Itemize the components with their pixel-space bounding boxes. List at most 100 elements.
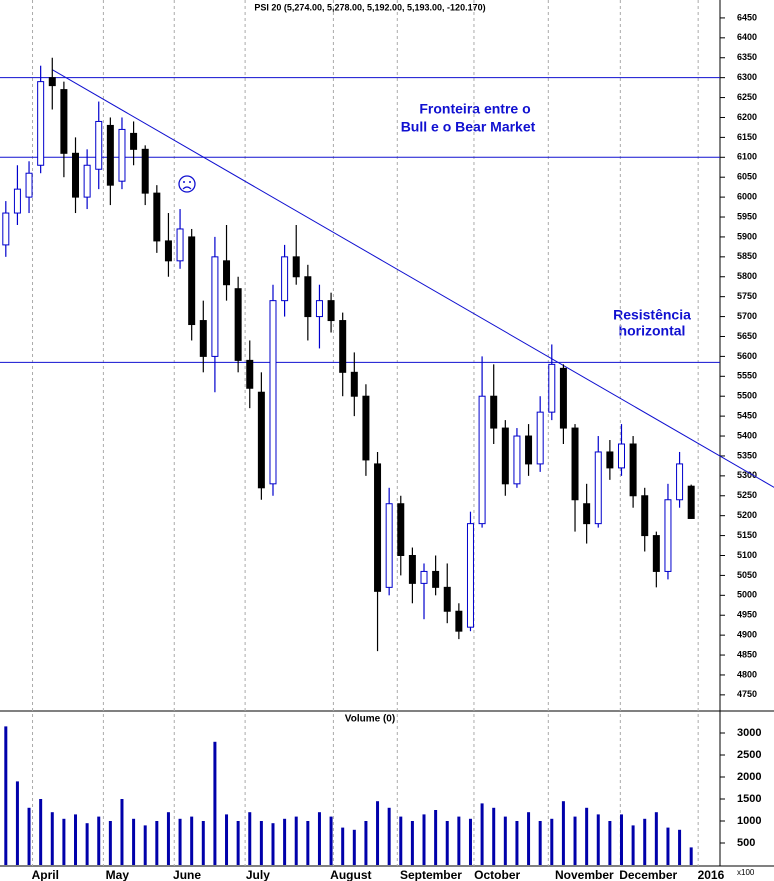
x-tick-label: April	[32, 868, 59, 881]
y-tick-label: 4850	[737, 649, 757, 659]
y-tick-label: 5450	[737, 410, 757, 420]
candle-body	[687, 485, 695, 519]
volume-bar	[527, 812, 531, 865]
annotation: Fronteira entre o	[419, 101, 530, 117]
candle-body	[199, 320, 207, 357]
volume-bar	[27, 807, 31, 865]
volume-bar	[631, 825, 635, 865]
candle-body	[83, 164, 91, 198]
y-tick-label: 5550	[737, 371, 757, 381]
y-tick-label: 5250	[737, 490, 757, 500]
volume-bar	[283, 818, 287, 865]
candle-body	[571, 427, 579, 501]
volume-bar	[178, 818, 182, 865]
volume-bar	[317, 812, 321, 865]
candle-body	[106, 124, 114, 186]
candle-body	[304, 276, 312, 318]
candle-body	[72, 152, 80, 198]
annotation: Bull e o Bear Market	[401, 119, 536, 135]
volume-bar	[387, 807, 391, 865]
candle-body	[269, 300, 277, 485]
candle-body	[676, 463, 684, 501]
y-tick-label: 6450	[737, 12, 757, 22]
y-tick-label: 5050	[737, 570, 757, 580]
volume-bar	[108, 820, 112, 865]
volume-bar	[457, 816, 461, 865]
volume-bar	[155, 820, 159, 865]
volume-bar	[515, 820, 519, 865]
y-tick-label: 6000	[737, 191, 757, 201]
y-tick-label: 5750	[737, 291, 757, 301]
candle-body	[525, 435, 533, 465]
volume-bar	[201, 820, 205, 865]
y-tick-label: 5350	[737, 450, 757, 460]
candle-body	[327, 300, 335, 322]
volume-bar	[120, 798, 124, 865]
volume-bar	[74, 814, 78, 865]
volume-bar	[143, 825, 147, 865]
frown-icon	[178, 175, 196, 193]
volume-bar	[225, 814, 229, 865]
volume-bar	[4, 726, 8, 865]
candle-body	[385, 503, 393, 588]
volume-bar	[399, 816, 403, 865]
y-tick-label: 6400	[737, 32, 757, 42]
x-tick-label: December	[619, 868, 677, 881]
volume-bar	[190, 816, 194, 865]
volume-bar	[689, 847, 693, 865]
volume-bar	[306, 820, 310, 865]
volume-bar	[619, 814, 623, 865]
x-tick-label: September	[400, 868, 462, 881]
y-tick-label: 5100	[737, 550, 757, 560]
y-tick-label: 6300	[737, 72, 757, 82]
y-tick-label: 5650	[737, 331, 757, 341]
y-tick-label: 5950	[737, 211, 757, 221]
volume-bar	[352, 829, 356, 865]
candle-body	[211, 256, 219, 357]
volume-bar	[434, 809, 438, 865]
candle-body	[292, 256, 300, 278]
volume-bar	[643, 818, 647, 865]
candle-body	[339, 320, 347, 373]
volume-bar	[573, 816, 577, 865]
volume-bar	[166, 812, 170, 865]
candle-body	[130, 132, 138, 150]
candle-body	[536, 411, 544, 465]
volume-bar	[410, 820, 414, 865]
y-tick-label: 4950	[737, 610, 757, 620]
y-tick-label: 1000	[737, 815, 761, 827]
candle-body	[350, 371, 358, 397]
chart-title: PSI 20 (5,274.00, 5,278.00, 5,192.00, 5,…	[254, 2, 485, 12]
x-tick-label: June	[173, 868, 201, 881]
candle-body	[490, 395, 498, 429]
candle-body	[617, 443, 625, 469]
y-tick-label: 5300	[737, 470, 757, 480]
candle-body	[455, 610, 463, 632]
candle-body	[2, 212, 10, 246]
y-tick-label: 4900	[737, 630, 757, 640]
y-tick-label: 4800	[737, 669, 757, 679]
volume-bar	[248, 812, 252, 865]
candle-body	[37, 81, 45, 166]
candle-body	[362, 395, 370, 461]
volume-bar	[62, 818, 66, 865]
candle-body	[606, 451, 614, 469]
volume-bar	[550, 818, 554, 865]
y-tick-label: 5700	[737, 311, 757, 321]
volume-bar	[596, 814, 600, 865]
volume-bar	[85, 823, 89, 865]
volume-bar	[329, 816, 333, 865]
volume-bar	[259, 820, 263, 865]
candle-body	[315, 300, 323, 318]
y-tick-label: 5200	[737, 510, 757, 520]
volume-bar	[15, 781, 19, 865]
candle-body	[153, 192, 161, 242]
volume-bar	[132, 818, 136, 865]
x-tick-label: November	[555, 868, 614, 881]
x-tick-label: October	[474, 868, 520, 881]
candle-body	[641, 495, 649, 537]
candle-body	[223, 260, 231, 286]
volume-bar	[538, 820, 542, 865]
candle-body	[281, 256, 289, 302]
y-tick-label: 5400	[737, 430, 757, 440]
